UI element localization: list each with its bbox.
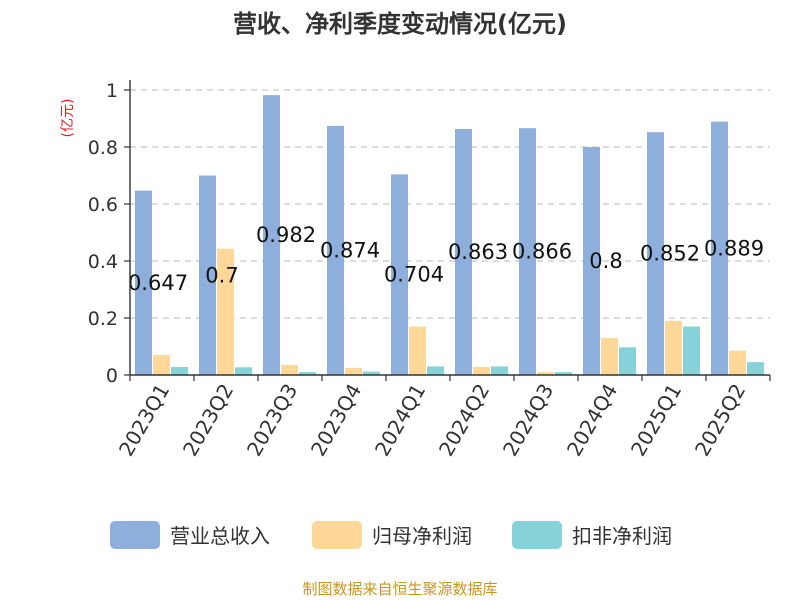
x-tick-label: 2024Q2 (434, 380, 494, 461)
data-label: 0.866 (512, 240, 572, 264)
bar-1 (601, 337, 618, 375)
bar-0 (263, 95, 280, 375)
bar-2 (555, 372, 572, 375)
x-axis-ticks: 2023Q1 2023Q2 2023Q3 2023Q4 2024Q1 2024Q2 2024… (114, 375, 771, 461)
y-tick-label: 0.6 (88, 194, 118, 216)
bar-2 (427, 366, 444, 375)
bar-1 (153, 355, 170, 375)
bar-2 (235, 367, 252, 375)
data-label: 0.889 (704, 236, 764, 260)
bar-0 (583, 147, 600, 375)
bar-0 (647, 132, 664, 375)
x-tick-label: 2024Q4 (562, 380, 622, 461)
y-tick-label: 0.4 (88, 251, 118, 273)
legend-swatch (312, 521, 362, 549)
bar-0 (135, 190, 152, 375)
data-label: 0.7 (205, 263, 238, 287)
y-tick-label: 0 (106, 365, 118, 387)
bar-0 (199, 175, 216, 375)
bar-1 (729, 350, 746, 375)
x-tick-label: 2023Q1 (114, 380, 174, 461)
x-tick-label: 2023Q2 (178, 380, 238, 461)
bar-1 (281, 365, 298, 375)
y-tick-label: 1 (106, 80, 118, 102)
y-axis-ticks: 0 0.2 0.4 0.6 0.8 1 (88, 80, 130, 387)
bar-2 (299, 372, 316, 375)
bar-0 (519, 128, 536, 375)
source-note: 制图数据来自恒生聚源数据库 (302, 580, 497, 598)
y-tick-label: 0.8 (88, 137, 118, 159)
legend-swatch (110, 521, 160, 549)
bar-0 (455, 129, 472, 375)
bar-2 (619, 347, 636, 375)
x-tick-label: 2024Q1 (370, 380, 430, 461)
y-tick-label: 0.2 (88, 308, 118, 330)
x-tick-label: 2023Q4 (306, 380, 366, 461)
bar-2 (491, 366, 508, 375)
bar-2 (171, 367, 188, 375)
x-tick-label: 2024Q3 (498, 380, 558, 461)
bar-2 (683, 326, 700, 375)
bar-1 (217, 248, 234, 375)
data-label: 0.647 (128, 271, 188, 295)
legend-label: 归母净利润 (372, 524, 472, 548)
bar-2 (363, 371, 380, 375)
legend-swatch (512, 521, 562, 549)
legend: 营业总收入 归母净利润 扣非净利润 (110, 521, 672, 549)
bar-1 (665, 320, 682, 375)
bar-1 (409, 326, 426, 375)
bar-1 (345, 367, 362, 375)
bar-0 (327, 125, 344, 375)
bar-2 (747, 362, 764, 375)
data-label: 0.852 (640, 242, 700, 266)
data-label: 0.982 (256, 223, 316, 247)
legend-label: 营业总收入 (170, 524, 270, 548)
data-label: 0.863 (448, 240, 508, 264)
y-axis-unit-label: (亿元) (60, 99, 76, 138)
bar-0 (391, 174, 408, 375)
legend-label: 扣非净利润 (572, 524, 672, 548)
data-label: 0.704 (384, 263, 444, 287)
x-tick-label: 2025Q1 (626, 380, 686, 461)
bar-series (135, 95, 764, 375)
chart-title: 营收、净利季度变动情况(亿元) (233, 10, 567, 38)
x-tick-label: 2023Q3 (242, 380, 302, 461)
bar-1 (537, 372, 554, 375)
x-tick-label: 2025Q2 (690, 380, 750, 461)
bar-0 (711, 121, 728, 375)
data-label: 0.8 (589, 249, 622, 273)
bar-1 (473, 367, 490, 375)
data-label: 0.874 (320, 238, 380, 262)
